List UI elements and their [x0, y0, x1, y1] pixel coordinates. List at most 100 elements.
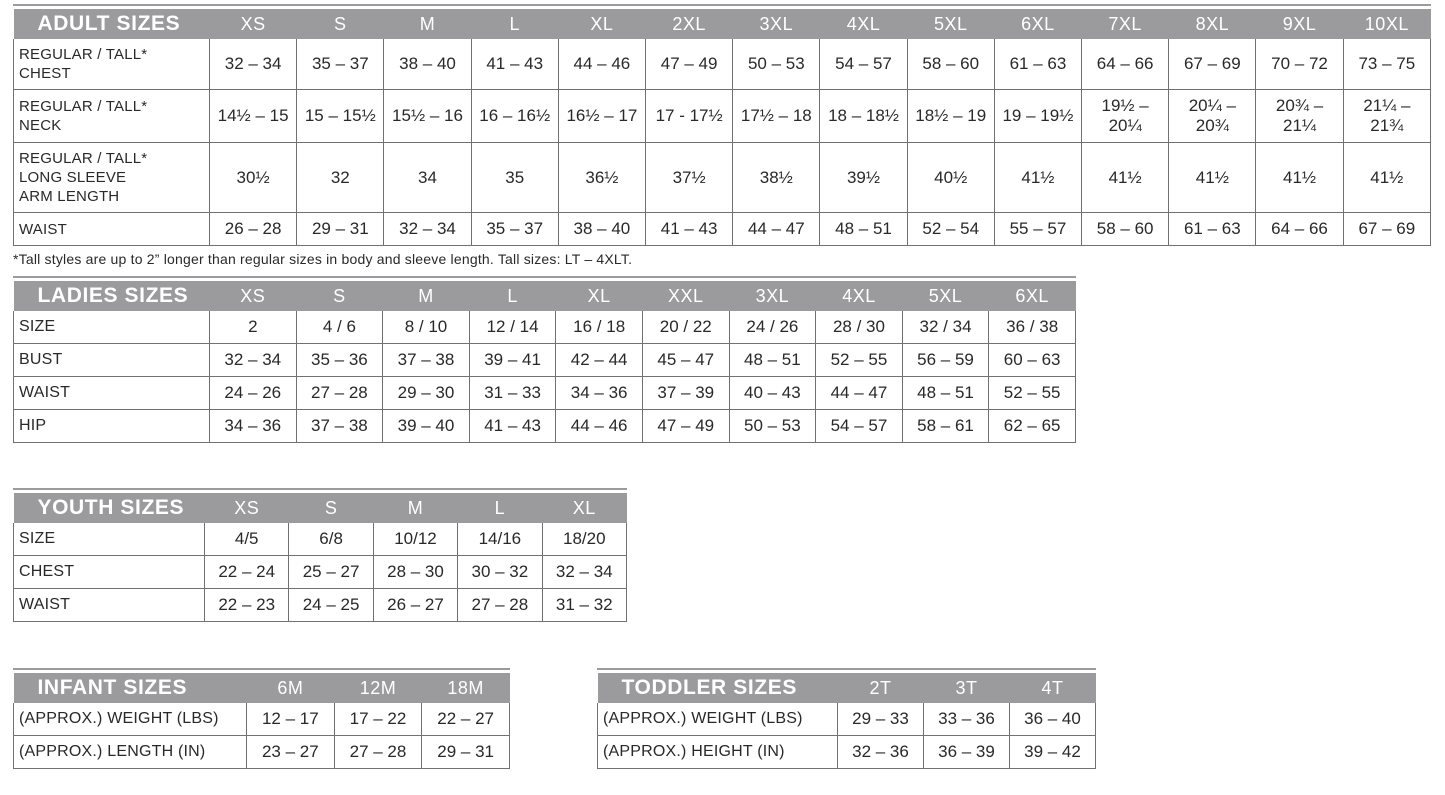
- value-cell: 52 – 54: [906, 212, 995, 246]
- column-header: 10XL: [1343, 9, 1431, 39]
- value-cell: 48 – 51: [728, 343, 817, 377]
- value-cell: 8 / 10: [382, 311, 470, 344]
- row-label: BUST: [13, 343, 210, 377]
- row-label: WAIST: [13, 212, 210, 246]
- value-cell: 35 – 37: [296, 39, 385, 90]
- youth-sizes-grid: YOUTH SIZES XS S M L XL SIZE 4/5 6/8 10/12 14/16 18…: [13, 493, 628, 622]
- infant-sizes-grid: INFANT SIZES 6M 12M 18M (APPROX.) WEIGHT (LB…: [13, 673, 510, 769]
- value-cell: 41½: [1081, 142, 1170, 213]
- table-row: REGULAR / TALL* NECK 14½ – 15 15 – 15½ 15½ …: [13, 89, 1432, 143]
- value-cell: 35 – 37: [470, 212, 559, 246]
- table-row: CHEST 22 – 24 25 – 27 28 – 30 30 – 32 32 – 34: [13, 555, 628, 589]
- value-cell: 35 – 36: [295, 343, 384, 377]
- row-label: (APPROX.) WEIGHT (LBS): [597, 703, 838, 736]
- value-cell: 58 – 60: [906, 39, 995, 90]
- value-cell: 41 – 43: [468, 409, 557, 443]
- value-cell: 32 – 34: [209, 343, 297, 377]
- value-cell: 22 – 27: [421, 703, 510, 736]
- value-cell: 38 – 40: [383, 39, 472, 90]
- value-cell: 54 – 57: [815, 409, 903, 443]
- value-cell: 2: [209, 311, 297, 344]
- column-header: M: [373, 493, 458, 523]
- column-header: 6XL: [994, 9, 1082, 39]
- value-cell: 32 – 34: [208, 39, 298, 90]
- row-label: (APPROX.) WEIGHT (LBS): [13, 703, 247, 736]
- value-cell: 31 – 32: [541, 588, 628, 622]
- value-cell: 56 – 59: [901, 343, 990, 377]
- column-header: 8XL: [1168, 9, 1256, 39]
- table-row: REGULAR / TALL* CHEST 32 – 34 35 – 37 38 – …: [13, 39, 1432, 90]
- value-cell: 4 / 6: [295, 311, 384, 344]
- value-cell: 52 – 55: [815, 343, 903, 377]
- table-row: WAIST 26 – 28 29 – 31 32 – 34 35 – 37 38 – 40…: [13, 212, 1432, 246]
- value-cell: 25 – 27: [288, 555, 374, 589]
- value-cell: 39 – 41: [468, 343, 557, 377]
- value-cell: 41½: [1168, 142, 1257, 213]
- value-cell: 41½: [993, 142, 1083, 213]
- value-cell: 64 – 66: [1255, 212, 1344, 246]
- value-cell: 37 – 38: [295, 409, 384, 443]
- ladies-sizes-title: LADIES SIZES: [13, 281, 210, 311]
- value-cell: 67 – 69: [1168, 39, 1257, 90]
- value-cell: 14½ – 15: [208, 89, 298, 143]
- table-row: HIP 34 – 36 37 – 38 39 – 40 41 – 43 44 – 46 47…: [13, 409, 1076, 443]
- value-cell: 38 – 40: [557, 212, 647, 246]
- value-cell: 61 – 63: [993, 39, 1083, 90]
- value-cell: 15½ – 16: [383, 89, 472, 143]
- column-header: S: [288, 493, 374, 523]
- value-cell: 23 – 27: [246, 735, 335, 769]
- table-row: (APPROX.) HEIGHT (IN) 32 – 36 36 – 39 39 – …: [597, 735, 1096, 769]
- value-cell: 42 – 44: [555, 343, 643, 377]
- column-header: 2T: [837, 673, 924, 703]
- value-cell: 32 – 34: [383, 212, 472, 246]
- header-row: YOUTH SIZES XS S M L XL: [13, 493, 627, 523]
- column-header: 4T: [1009, 673, 1096, 703]
- value-cell: 55 – 57: [993, 212, 1083, 246]
- value-cell: 24 – 26: [209, 376, 297, 410]
- toddler-sizes-title: TODDLER SIZES: [597, 673, 838, 703]
- row-label: WAIST: [13, 376, 210, 410]
- column-header: L: [457, 493, 543, 523]
- column-header: XS: [209, 9, 297, 39]
- table-row: (APPROX.) WEIGHT (LBS) 12 – 17 17 – 22 22 –…: [13, 703, 510, 736]
- value-cell: 41 – 43: [470, 39, 559, 90]
- value-cell: 33 – 36: [923, 703, 1010, 736]
- value-cell: 27 – 28: [457, 588, 543, 622]
- value-cell: 18 – 18½: [819, 89, 908, 143]
- toddler-sizes-table: TODDLER SIZES 2T 3T 4T (APPROX.) WEIGHT (LBS…: [597, 668, 1096, 769]
- value-cell: 4/5: [203, 523, 290, 556]
- value-cell: 44 – 46: [557, 39, 647, 90]
- value-cell: 62 – 65: [988, 409, 1076, 443]
- value-cell: 16 / 18: [555, 311, 643, 344]
- value-cell: 36 / 38: [988, 311, 1076, 344]
- value-cell: 39 – 42: [1009, 735, 1096, 769]
- value-cell: 19½ – 20¼: [1081, 89, 1170, 143]
- value-cell: 70 – 72: [1255, 39, 1344, 90]
- value-cell: 58 – 60: [1081, 212, 1170, 246]
- value-cell: 12 / 14: [468, 311, 557, 344]
- table-row: WAIST 22 – 23 24 – 25 26 – 27 27 – 28 31 – 32: [13, 588, 628, 622]
- value-cell: 35: [470, 142, 559, 213]
- value-cell: 16½ – 17: [557, 89, 647, 143]
- infant-sizes-title: INFANT SIZES: [13, 673, 247, 703]
- column-header: 18M: [421, 673, 510, 703]
- column-header: XS: [209, 281, 297, 311]
- value-cell: 30½: [208, 142, 298, 213]
- table-row: (APPROX.) LENGTH (IN) 23 – 27 27 – 28 29 – …: [13, 735, 510, 769]
- value-cell: 52 – 55: [988, 376, 1076, 410]
- value-cell: 26 – 28: [208, 212, 298, 246]
- value-cell: 44 – 46: [555, 409, 643, 443]
- value-cell: 37½: [645, 142, 734, 213]
- column-header: S: [296, 281, 383, 311]
- header-row: INFANT SIZES 6M 12M 18M: [13, 673, 510, 703]
- value-cell: 15 – 15½: [296, 89, 385, 143]
- value-cell: 41½: [1342, 142, 1432, 213]
- ladies-sizes-grid: LADIES SIZES XS S M L XL XXL 3XL 4XL 5XL 6XL SIZE 2 4…: [13, 281, 1076, 443]
- column-header: 5XL: [902, 281, 989, 311]
- value-cell: 45 – 47: [641, 343, 730, 377]
- value-cell: 18½ – 19: [906, 89, 995, 143]
- row-label: SIZE: [13, 523, 205, 556]
- value-cell: 36 – 39: [923, 735, 1010, 769]
- row-label: (APPROX.) HEIGHT (IN): [597, 735, 838, 769]
